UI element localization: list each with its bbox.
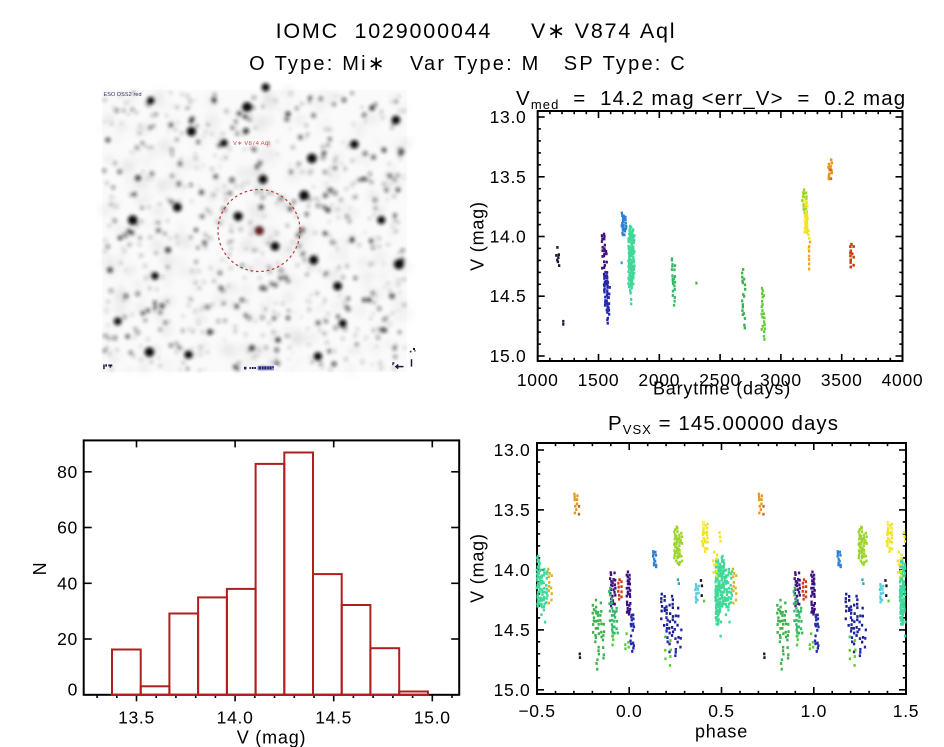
svg-text:V (mag): V (mag) (237, 728, 307, 747)
svg-text:13.0: 13.0 (494, 440, 531, 460)
svg-text:ESO DSS2 red: ESO DSS2 red (104, 92, 142, 98)
svg-text:15.0: 15.0 (414, 708, 451, 728)
svg-text:13.0: 13.0 (490, 107, 527, 127)
svg-text:Vmed = 14.2 mag <err_V> =: Vmed = 14.2 mag <err_V> = 0.2 mag (516, 87, 906, 112)
svg-text:14.0: 14.0 (217, 708, 254, 728)
svg-text:phase: phase (695, 722, 748, 742)
svg-text:V∗ V874 Aql: V∗ V874 Aql (233, 141, 270, 147)
svg-text:1000: 1000 (517, 370, 559, 390)
svg-text:13.5: 13.5 (494, 500, 531, 520)
svg-text:60: 60 (57, 518, 78, 538)
svg-text:2500: 2500 (699, 370, 741, 390)
svg-text:1.0: 1.0 (801, 701, 827, 721)
svg-text:14.0: 14.0 (494, 560, 531, 580)
svg-text:3500: 3500 (821, 370, 863, 390)
svg-text:4000: 4000 (882, 370, 924, 390)
svg-text:14.5: 14.5 (315, 708, 352, 728)
svg-text:13.5: 13.5 (490, 167, 527, 187)
svg-text:−0.5: −0.5 (518, 701, 555, 721)
svg-text:15.0: 15.0 (494, 680, 531, 700)
svg-text:0: 0 (68, 680, 78, 700)
svg-text:15.0: 15.0 (490, 346, 527, 366)
svg-text:IOMC 1029000044 V∗ V874 A: IOMC 1029000044 V∗ V874 Aql (276, 19, 677, 43)
svg-text:80: 80 (57, 462, 78, 482)
svg-text:V (mag): V (mag) (468, 533, 488, 603)
svg-text:40: 40 (57, 573, 78, 593)
svg-text:3000: 3000 (760, 370, 802, 390)
svg-text:20: 20 (57, 629, 78, 649)
svg-text:14.0: 14.0 (490, 227, 527, 247)
svg-text:V (mag): V (mag) (468, 201, 488, 271)
svg-text:0.0: 0.0 (616, 701, 642, 721)
svg-text:13.5: 13.5 (118, 708, 155, 728)
svg-text:Barytime (days): Barytime (days) (653, 379, 791, 399)
svg-text:14.5: 14.5 (494, 620, 531, 640)
svg-text:1.5: 1.5 (893, 701, 919, 721)
svg-text:N: N (30, 562, 50, 576)
svg-text:1500: 1500 (578, 370, 620, 390)
svg-text:14.5: 14.5 (490, 286, 527, 306)
svg-text:2000: 2000 (638, 370, 680, 390)
svg-text:O Type: Mi∗ Var Type: M SP: O Type: Mi∗ Var Type: M SP Type: C (249, 53, 687, 75)
svg-text:0.5: 0.5 (708, 701, 734, 721)
